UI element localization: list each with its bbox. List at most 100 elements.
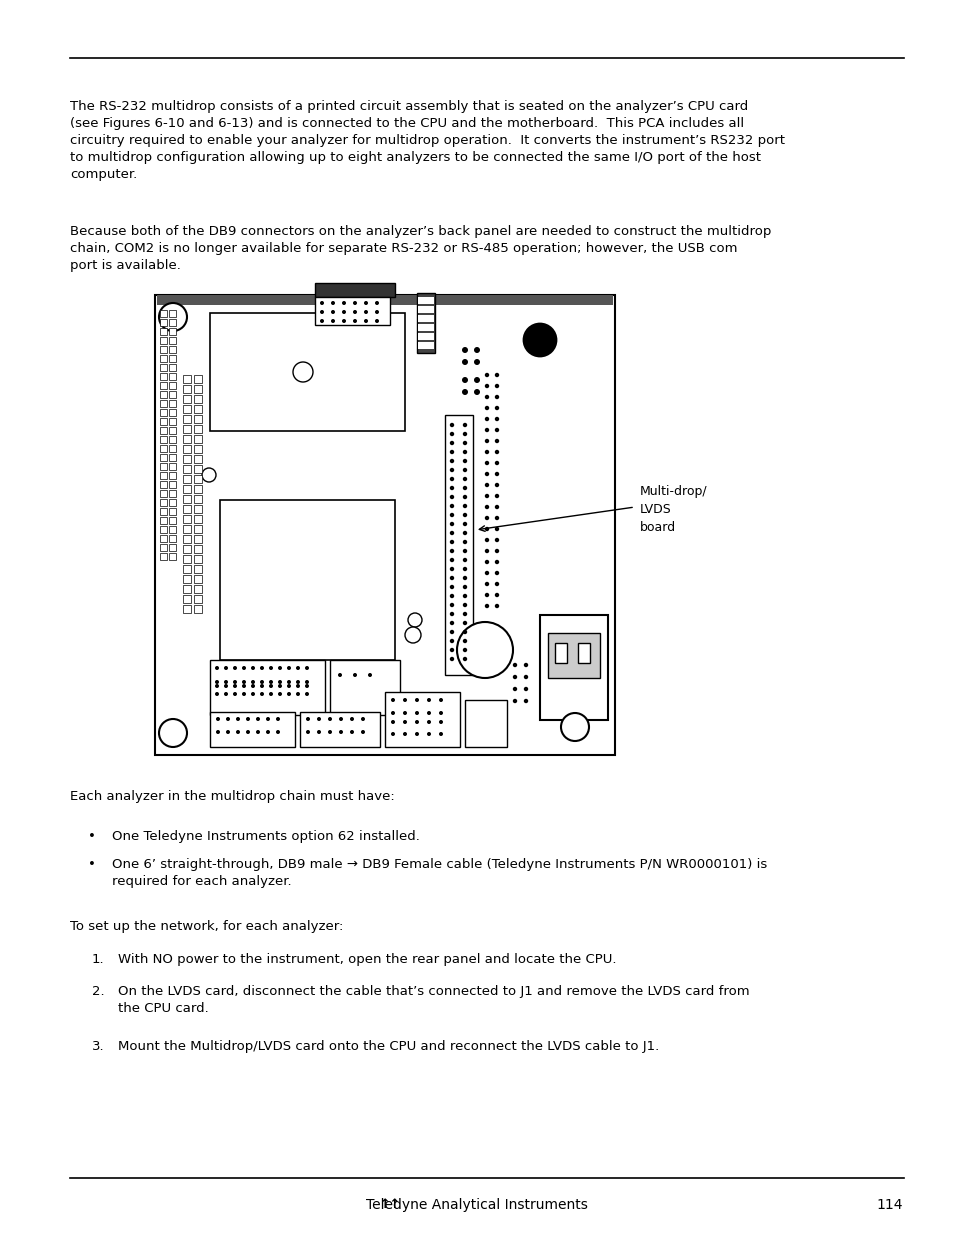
Bar [183, 425, 191, 433]
Text: On the LVDS card, disconnect the cable that’s connected to J1 and remove the LVD: On the LVDS card, disconnect the cable t… [118, 986, 749, 1015]
Circle shape [484, 548, 489, 553]
Bar [169, 354, 175, 362]
Circle shape [242, 684, 246, 688]
Circle shape [449, 548, 454, 553]
Bar [193, 564, 202, 573]
Text: The RS-232 multidrop consists of a printed circuit assembly that is seated on th: The RS-232 multidrop consists of a print… [70, 100, 784, 182]
Circle shape [305, 692, 309, 697]
Circle shape [462, 513, 467, 517]
Bar [157, 295, 613, 305]
Circle shape [242, 680, 246, 684]
Text: One Teledyne Instruments option 62 installed.: One Teledyne Instruments option 62 insta… [112, 830, 419, 844]
Circle shape [275, 730, 280, 734]
Circle shape [438, 720, 442, 724]
Circle shape [449, 422, 454, 427]
Bar [183, 505, 191, 513]
Bar [193, 385, 202, 393]
Bar [555, 643, 566, 663]
Circle shape [484, 527, 489, 531]
Bar [169, 436, 175, 443]
Bar [160, 517, 167, 524]
Circle shape [331, 319, 335, 324]
Circle shape [449, 485, 454, 490]
Bar [183, 595, 191, 603]
Bar [417, 306, 434, 312]
Circle shape [269, 684, 273, 688]
Circle shape [495, 472, 498, 477]
Circle shape [495, 548, 498, 553]
Circle shape [319, 319, 324, 324]
Circle shape [484, 406, 489, 410]
Bar [193, 576, 202, 583]
Text: One 6’ straight-through, DB9 male → DB9 Female cable (Teledyne Instruments P/N W: One 6’ straight-through, DB9 male → DB9 … [112, 858, 766, 888]
Circle shape [331, 310, 335, 314]
Bar [169, 480, 175, 488]
Circle shape [495, 505, 498, 509]
Circle shape [461, 359, 468, 366]
Circle shape [233, 666, 236, 671]
Circle shape [306, 730, 310, 734]
Circle shape [513, 699, 517, 703]
Circle shape [287, 692, 291, 697]
Bar [193, 595, 202, 603]
Text: 3.: 3. [91, 1040, 105, 1053]
Bar [160, 329, 167, 335]
Circle shape [523, 687, 528, 692]
Bar [183, 495, 191, 503]
Circle shape [484, 559, 489, 564]
Circle shape [338, 730, 343, 734]
Bar [193, 435, 202, 443]
Circle shape [484, 384, 489, 388]
Bar [314, 283, 395, 296]
Bar [416, 293, 435, 353]
Circle shape [246, 718, 250, 721]
Bar [193, 495, 202, 503]
Bar [160, 319, 167, 326]
Circle shape [235, 730, 240, 734]
Circle shape [438, 698, 442, 701]
Circle shape [462, 531, 467, 535]
Bar [193, 585, 202, 593]
Bar [183, 445, 191, 453]
Circle shape [495, 395, 498, 399]
Bar [183, 435, 191, 443]
Bar [160, 346, 167, 353]
Circle shape [405, 627, 420, 643]
Circle shape [495, 582, 498, 587]
Bar [578, 643, 589, 663]
Circle shape [251, 680, 254, 684]
Circle shape [449, 585, 454, 589]
Circle shape [449, 477, 454, 482]
Circle shape [449, 531, 454, 535]
Circle shape [364, 310, 368, 314]
Bar [169, 553, 175, 559]
Bar [193, 454, 202, 463]
Bar [444, 415, 473, 676]
Circle shape [484, 461, 489, 466]
Circle shape [560, 713, 588, 741]
Bar [547, 634, 599, 678]
Bar [160, 445, 167, 452]
Bar [169, 508, 175, 515]
Circle shape [523, 324, 556, 356]
Circle shape [495, 406, 498, 410]
Circle shape [449, 638, 454, 643]
Circle shape [319, 310, 324, 314]
Bar [183, 485, 191, 493]
Circle shape [260, 680, 264, 684]
Circle shape [353, 673, 356, 677]
Text: To set up the network, for each analyzer:: To set up the network, for each analyzer… [70, 920, 343, 932]
Circle shape [484, 416, 489, 421]
Circle shape [474, 377, 479, 383]
Bar [160, 417, 167, 425]
Circle shape [287, 666, 291, 671]
Bar [169, 535, 175, 542]
Circle shape [462, 657, 467, 661]
Circle shape [449, 567, 454, 572]
Circle shape [523, 674, 528, 679]
Circle shape [462, 432, 467, 436]
Circle shape [462, 558, 467, 562]
Bar [160, 508, 167, 515]
Circle shape [474, 389, 479, 395]
Circle shape [462, 594, 467, 598]
